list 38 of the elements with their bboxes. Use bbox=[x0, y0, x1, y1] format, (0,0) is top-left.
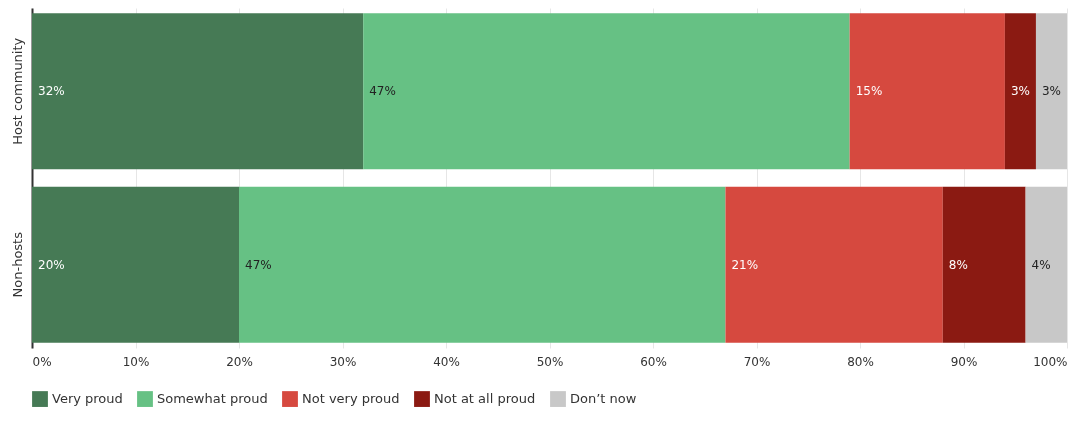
bar bbox=[1004, 13, 1036, 170]
bar bbox=[849, 13, 1005, 170]
bar bbox=[1035, 13, 1067, 170]
x-tick-label: 80% bbox=[847, 354, 874, 369]
data-label: 47% bbox=[369, 84, 396, 99]
bar bbox=[239, 186, 726, 343]
data-label: 8% bbox=[948, 257, 968, 272]
x-tick-label: 100% bbox=[1033, 354, 1068, 369]
x-tick-label: 50% bbox=[536, 354, 564, 369]
data-label: 32% bbox=[38, 84, 65, 99]
x-tick-label: 0% bbox=[32, 354, 52, 369]
legend-label: Don’t now bbox=[570, 391, 637, 407]
bar bbox=[725, 186, 943, 343]
legend-label: Not very proud bbox=[302, 391, 400, 407]
data-label: 20% bbox=[38, 257, 65, 272]
bar bbox=[1025, 186, 1067, 343]
x-tick-label: 30% bbox=[329, 354, 357, 369]
x-tick-label: 40% bbox=[433, 354, 460, 369]
bar bbox=[942, 186, 1026, 343]
legend-label: Somewhat proud bbox=[157, 391, 268, 407]
bar bbox=[363, 13, 850, 170]
x-tick-label: 70% bbox=[743, 354, 771, 369]
y-tick-label: Host community bbox=[9, 37, 25, 145]
x-tick-label: 90% bbox=[950, 354, 978, 369]
y-tick-label: Non-hosts bbox=[9, 231, 25, 298]
data-label: 21% bbox=[731, 257, 759, 272]
data-label: 4% bbox=[1031, 257, 1051, 272]
legend-label: Very proud bbox=[52, 391, 123, 407]
data-label: 47% bbox=[245, 257, 272, 272]
bar bbox=[32, 13, 364, 170]
data-label: 15% bbox=[855, 84, 883, 99]
x-tick-label: 60% bbox=[640, 354, 667, 369]
legend-label: Not at all proud bbox=[434, 391, 536, 407]
x-tick-label: 10% bbox=[122, 354, 150, 369]
data-label: 3% bbox=[1041, 84, 1061, 99]
data-label: 3% bbox=[1010, 84, 1030, 99]
bar bbox=[32, 186, 239, 343]
x-tick-label: 20% bbox=[226, 354, 253, 369]
